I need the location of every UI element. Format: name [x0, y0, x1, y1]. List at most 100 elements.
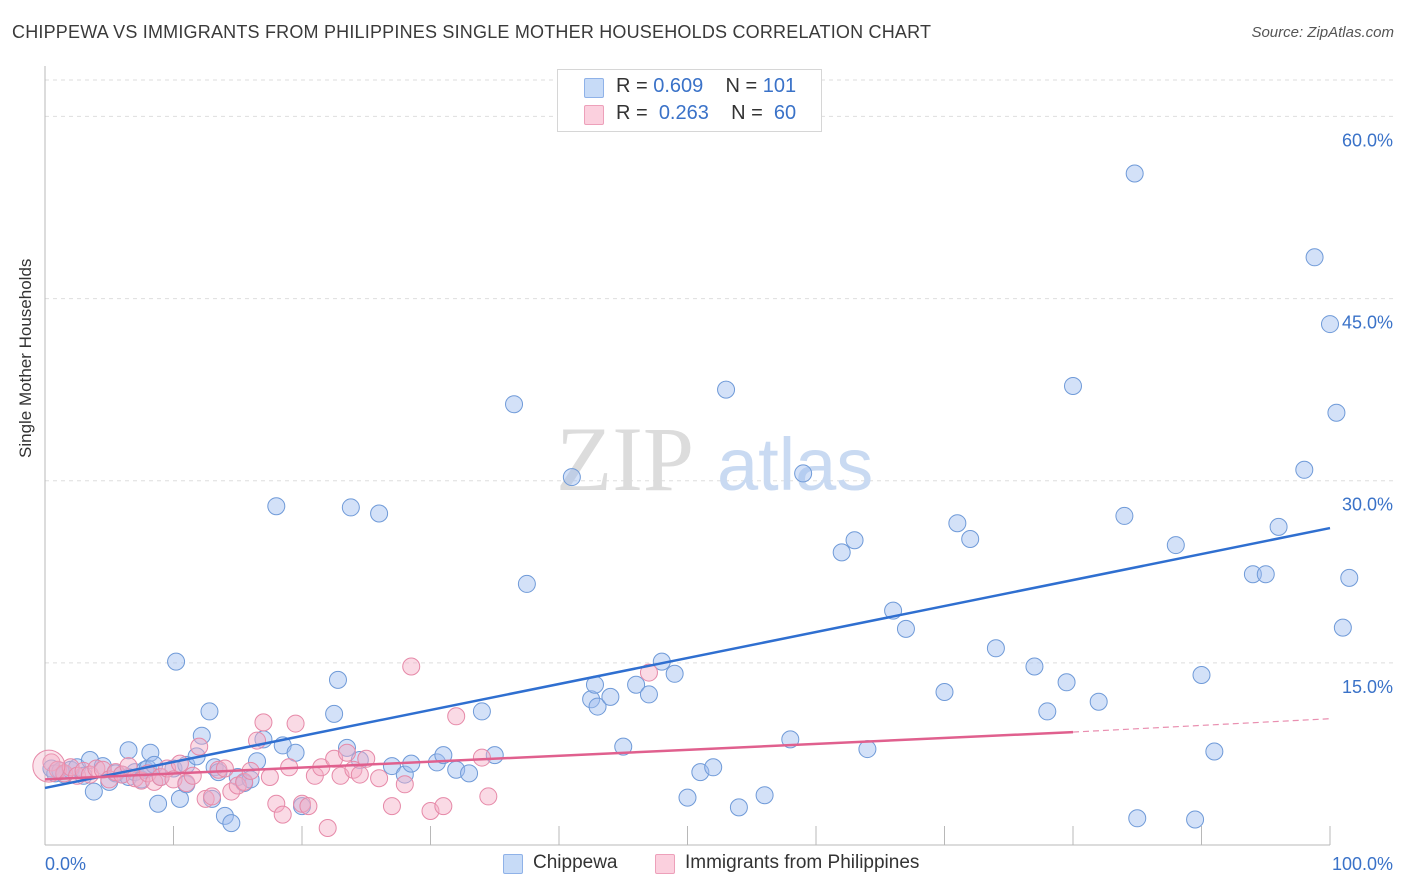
- point-chippewa: [167, 652, 186, 671]
- y-tick-label: 60.0%: [1342, 130, 1393, 150]
- point-chippewa: [325, 704, 344, 723]
- point-chippewa: [1205, 742, 1224, 761]
- point-philippines: [370, 769, 389, 788]
- trend-line-chippewa: [44, 526, 1331, 790]
- point-chippewa: [704, 758, 723, 777]
- point-chippewa: [986, 639, 1005, 658]
- legend-r-label: R =: [616, 102, 648, 124]
- point-philippines: [639, 663, 658, 682]
- point-chippewa: [601, 687, 620, 706]
- point-philippines: [318, 819, 337, 837]
- point-chippewa: [1115, 506, 1134, 525]
- point-chippewa: [1295, 460, 1314, 479]
- point-chippewa: [678, 788, 697, 807]
- point-philippines: [472, 748, 491, 767]
- bottom-legend-label-philippines: Immigrants from Philippines: [685, 852, 920, 873]
- point-chippewa: [215, 806, 234, 825]
- point-chippewa: [472, 702, 491, 721]
- point-chippewa: [1321, 315, 1339, 334]
- point-chippewa: [1089, 692, 1108, 711]
- point-chippewa: [588, 697, 607, 716]
- y-tick-label: 45.0%: [1342, 313, 1393, 333]
- axes: [44, 66, 1331, 846]
- point-chippewa: [517, 574, 536, 593]
- point-chippewa: [1128, 809, 1147, 828]
- point-philippines: [235, 772, 254, 791]
- point-philippines: [209, 760, 228, 779]
- point-chippewa: [639, 685, 658, 704]
- point-chippewa: [395, 765, 414, 784]
- point-chippewa: [858, 740, 877, 759]
- point-philippines: [203, 787, 222, 806]
- point-philippines: [479, 787, 498, 806]
- y-tick-label: 15.0%: [1342, 677, 1393, 697]
- point-chippewa: [935, 683, 954, 701]
- point-chippewa: [562, 468, 581, 487]
- point-chippewa: [370, 504, 389, 523]
- point-philippines: [254, 713, 273, 732]
- point-chippewa: [119, 741, 138, 760]
- point-chippewa: [832, 543, 851, 562]
- point-chippewa: [1333, 618, 1352, 637]
- point-chippewa: [337, 738, 356, 757]
- point-chippewa: [460, 764, 479, 783]
- point-chippewa: [200, 702, 219, 721]
- point-chippewa: [582, 690, 601, 709]
- point-philippines-cluster: [32, 749, 66, 783]
- point-chippewa: [141, 743, 160, 762]
- point-chippewa: [149, 794, 168, 813]
- legend-r-value: 0.263: [658, 102, 709, 124]
- point-chippewa: [717, 380, 736, 399]
- point-chippewa: [434, 746, 453, 765]
- point-chippewa: [222, 814, 241, 833]
- legend-n-value: 60: [773, 102, 797, 124]
- legend-n-value: 101: [762, 75, 797, 97]
- point-philippines: [395, 775, 414, 794]
- point-chippewa: [845, 531, 864, 550]
- point-chippewa: [1064, 377, 1082, 395]
- bottom-legend-swatch-chippewa: [503, 854, 523, 874]
- point-chippewa: [328, 670, 347, 689]
- tick-labels: 15.0% 30.0% 45.0% 60.0% 0.0% 100.0%: [45, 130, 1393, 874]
- point-philippines: [267, 794, 286, 813]
- point-chippewa: [1256, 565, 1275, 584]
- point-chippewa: [961, 530, 980, 548]
- legend-r-label: R =: [616, 75, 648, 97]
- point-chippewa: [948, 514, 967, 533]
- point-philippines: [447, 707, 466, 726]
- point-chippewa: [896, 619, 915, 638]
- x-tick-label-min: 0.0%: [45, 854, 86, 874]
- point-chippewa: [84, 782, 103, 801]
- correlation-legend: R = 0.609 N = 101 R = 0.263 N = 60: [557, 69, 822, 132]
- trend-line-philippines: [44, 730, 1074, 781]
- point-philippines: [42, 753, 61, 772]
- point-philippines: [183, 766, 202, 785]
- point-chippewa: [1192, 666, 1211, 684]
- watermark: ZIP atlas: [556, 408, 873, 510]
- point-chippewa: [267, 497, 286, 516]
- point-chippewa: [1243, 565, 1262, 584]
- point-philippines: [350, 765, 369, 784]
- point-chippewa: [755, 786, 774, 805]
- point-chippewa: [192, 726, 211, 745]
- point-chippewa: [1038, 702, 1057, 721]
- legend-swatch-philippines: [584, 105, 604, 125]
- point-philippines: [190, 737, 209, 756]
- point-chippewa: [729, 798, 748, 817]
- point-philippines: [402, 657, 421, 676]
- legend-n-label: N =: [725, 75, 758, 97]
- point-chippewa: [1305, 248, 1324, 267]
- point-philippines: [273, 805, 292, 824]
- watermark-zip: ZIP: [556, 408, 694, 510]
- point-chippewa: [614, 737, 633, 756]
- source-label: Source: ZipAtlas.com: [1251, 24, 1394, 41]
- point-philippines: [286, 714, 305, 733]
- point-chippewa: [627, 675, 646, 694]
- trend-line-philippines-extrapolated: [1072, 718, 1331, 733]
- point-philippines: [337, 743, 356, 762]
- watermark-atlas: atlas: [717, 423, 873, 506]
- point-chippewa: [1125, 164, 1144, 183]
- trend-lines: [44, 526, 1331, 790]
- point-chippewa: [505, 395, 524, 414]
